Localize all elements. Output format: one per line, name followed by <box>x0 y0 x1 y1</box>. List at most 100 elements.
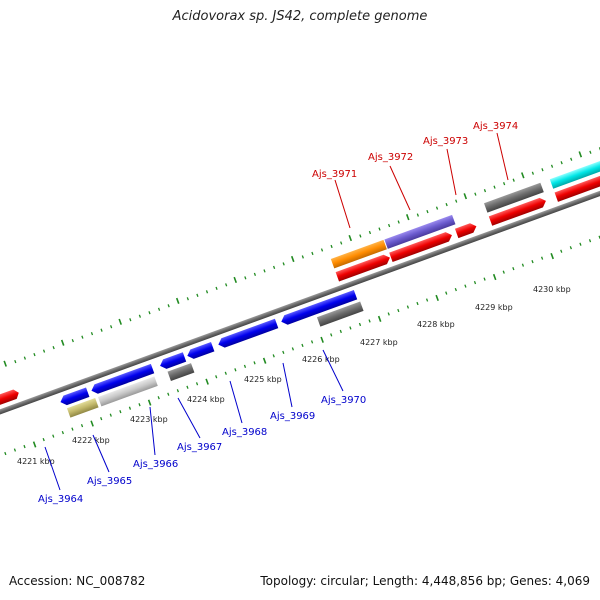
gene-label[interactable]: Ajs_3964 <box>38 494 83 505</box>
gene-label[interactable]: Ajs_3969 <box>270 411 315 422</box>
tick-minor <box>196 293 199 297</box>
tick-major <box>405 214 410 221</box>
tick-minor <box>483 189 487 193</box>
gene-feature-purple[interactable] <box>384 214 456 249</box>
tick-minor <box>4 451 7 456</box>
gene-label[interactable]: Ajs_3968 <box>222 427 267 438</box>
tick-major <box>3 360 7 367</box>
tick-minor <box>435 206 439 210</box>
forward-strand <box>0 151 600 406</box>
tick-minor <box>215 375 218 379</box>
tick-major <box>463 193 468 200</box>
tick-minor <box>358 322 362 327</box>
tick-minor <box>13 448 17 452</box>
gene-label[interactable]: Ajs_3974 <box>473 121 518 132</box>
tick-minor <box>493 185 496 189</box>
tick-minor <box>320 248 324 252</box>
kbp-label: 4227 kbp <box>360 338 398 347</box>
gene-ajs-3973[interactable] <box>454 222 478 239</box>
tick-minor <box>157 396 160 400</box>
tick-minor <box>359 234 362 238</box>
tick-minor <box>502 270 505 274</box>
gene-label[interactable]: Ajs_3965 <box>87 476 132 487</box>
kbp-scale: 4221 kbp 4222 kbp 4223 kbp 4224 kbp 4225… <box>17 285 571 466</box>
gene-feature-khaki[interactable] <box>66 397 99 418</box>
kbp-label: 4228 kbp <box>417 320 455 329</box>
tick-major <box>32 441 37 448</box>
gene-label[interactable]: Ajs_3972 <box>368 152 413 163</box>
tick-minor <box>61 430 64 435</box>
gene-label[interactable]: Ajs_3971 <box>312 169 357 180</box>
tick-minor <box>474 192 477 196</box>
gene-ajs-3971[interactable] <box>335 253 392 282</box>
tick-minor <box>569 246 572 250</box>
tick-minor <box>330 244 333 249</box>
gene-ajs-3968[interactable] <box>217 318 279 350</box>
kbp-label: 4222 kbp <box>72 436 110 445</box>
tick-minor <box>100 328 103 332</box>
tick-minor <box>253 272 257 277</box>
tick-major <box>147 399 152 406</box>
leader-line <box>334 179 351 229</box>
tick-minor <box>186 385 189 389</box>
tick-minor <box>23 444 26 449</box>
tick-minor <box>397 220 400 224</box>
tick-track-upper <box>3 147 600 367</box>
gene-feature-lightgray[interactable] <box>97 376 158 407</box>
tick-minor <box>129 318 132 322</box>
tick-minor <box>244 276 247 280</box>
gene-ajs-3966[interactable] <box>158 352 187 370</box>
tick-minor <box>14 359 17 364</box>
gene-feature-red-edge[interactable] <box>554 169 600 202</box>
gene-feature-gray-wide[interactable] <box>316 301 364 327</box>
gene-ajs-3972[interactable] <box>389 230 454 263</box>
tick-minor <box>550 164 554 168</box>
tick-minor <box>368 230 372 235</box>
gene-feature-red[interactable] <box>0 388 20 406</box>
tick-track-lower <box>4 235 600 456</box>
tick-minor <box>157 307 161 311</box>
gene-feature-cyan[interactable] <box>549 151 600 189</box>
gene-feature-gray[interactable] <box>484 182 544 213</box>
tick-minor <box>224 371 227 375</box>
tick-minor <box>512 178 515 182</box>
tick-minor <box>234 368 237 372</box>
gene-ajs-3969[interactable] <box>280 305 316 326</box>
leader-line <box>177 397 201 439</box>
gene-label[interactable]: Ajs_3970 <box>321 395 366 406</box>
tick-major <box>233 276 238 284</box>
tick-minor <box>339 329 342 334</box>
tick-minor <box>426 209 429 214</box>
gene-label[interactable]: Ajs_3966 <box>133 459 178 470</box>
gene-ajs-3970[interactable] <box>308 289 358 316</box>
tick-minor <box>464 284 467 288</box>
tick-minor <box>502 182 506 186</box>
tick-minor <box>128 406 132 410</box>
gene-ajs-3974[interactable] <box>488 196 548 226</box>
gene-feature-gray-small[interactable] <box>167 363 195 382</box>
tick-minor <box>176 389 179 393</box>
gene-ajs-3965[interactable] <box>90 363 155 396</box>
tick-minor <box>33 352 36 357</box>
tick-minor <box>253 361 256 365</box>
kbp-label: 4226 kbp <box>302 355 340 364</box>
tick-minor <box>512 267 515 271</box>
tick-minor <box>301 343 304 348</box>
tick-minor <box>186 297 189 301</box>
tick-minor <box>445 202 448 207</box>
gene-label[interactable]: Ajs_3973 <box>423 136 468 147</box>
tick-minor <box>71 339 74 343</box>
accession-text: Accession: NC_008782 <box>9 574 146 588</box>
leader-line <box>44 446 61 491</box>
tick-minor <box>310 340 314 344</box>
gene-label[interactable]: Ajs_3967 <box>177 442 222 453</box>
tick-major <box>578 151 583 158</box>
tick-minor <box>272 354 275 358</box>
gene-ajs-3967[interactable] <box>186 341 215 361</box>
tick-minor <box>205 290 209 294</box>
tick-minor <box>378 227 381 231</box>
reverse-gene-labels: Ajs_3964 Ajs_3965 Ajs_3966 Ajs_3967 Ajs_… <box>38 349 366 505</box>
tick-minor <box>80 423 84 428</box>
gene-feature-orange[interactable] <box>330 239 387 269</box>
gene-ajs-3964[interactable] <box>59 387 90 406</box>
